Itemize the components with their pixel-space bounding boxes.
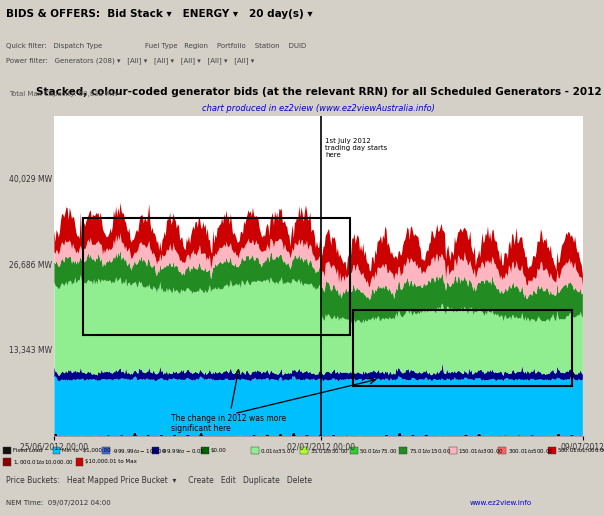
Text: $10,000.01 to Max: $10,000.01 to Max bbox=[85, 459, 137, 464]
Text: -$99.99 to -$0.01: -$99.99 to -$0.01 bbox=[161, 446, 205, 455]
Bar bbox=[350, 446, 358, 455]
Text: $75.01 to $150.00: $75.01 to $150.00 bbox=[409, 446, 451, 455]
Bar bbox=[399, 446, 407, 455]
Text: $50.01 to $75.00: $50.01 to $75.00 bbox=[359, 446, 398, 455]
Text: $500.01 to $1,000.00: $500.01 to $1,000.00 bbox=[557, 447, 604, 454]
Text: 40,029 MW: 40,029 MW bbox=[8, 175, 52, 184]
Bar bbox=[449, 446, 457, 455]
Text: $300.01 to $500.00: $300.01 to $500.00 bbox=[508, 446, 554, 455]
Text: Stacked, colour-coded generator bids (at the relevant RRN) for all Scheduled Gen: Stacked, colour-coded generator bids (at… bbox=[36, 87, 602, 97]
Bar bbox=[102, 446, 110, 455]
Text: BIDS & OFFERS:  Bid Stack ▾   ENERGY ▾   20 day(s) ▾: BIDS & OFFERS: Bid Stack ▾ ENERGY ▾ 20 d… bbox=[6, 9, 313, 19]
Bar bbox=[83, 218, 350, 335]
Text: chart produced in ez2view (www.ez2viewAustralia.info): chart produced in ez2view (www.ez2viewAu… bbox=[202, 104, 435, 113]
Bar bbox=[548, 446, 556, 455]
Bar bbox=[152, 446, 159, 455]
Text: Total Max Capacity: 50,832 MW: Total Max Capacity: 50,832 MW bbox=[10, 91, 119, 97]
Text: $0.01 to $35.00: $0.01 to $35.00 bbox=[260, 446, 295, 455]
Bar bbox=[251, 446, 259, 455]
Text: Quick filter:   Dispatch Type                   Fuel Type   Region    Portfolio : Quick filter: Dispatch Type Fuel Type Re… bbox=[6, 43, 306, 49]
Text: -$999.99 to -$100.00: -$999.99 to -$100.00 bbox=[112, 446, 166, 455]
Text: 13,343 MW: 13,343 MW bbox=[8, 346, 52, 355]
Text: Power filter:   Generators (208) ▾   [All] ▾   [All] ▾   [All] ▾   [All] ▾   [Al: Power filter: Generators (208) ▾ [All] ▾… bbox=[6, 57, 254, 64]
Text: $35.01 to $50.00: $35.01 to $50.00 bbox=[310, 446, 349, 455]
Bar bbox=[201, 446, 209, 455]
Bar bbox=[353, 310, 572, 386]
Bar bbox=[76, 458, 83, 466]
Text: Fixed Load: Fixed Load bbox=[13, 448, 42, 453]
Text: The change in 2012 was more
significant here: The change in 2012 was more significant … bbox=[170, 370, 286, 433]
Text: $1,000.01 to $10,000.00: $1,000.01 to $10,000.00 bbox=[13, 458, 74, 465]
Text: www.ez2view.info: www.ez2view.info bbox=[469, 500, 532, 506]
Bar bbox=[3, 446, 11, 455]
Text: 1st July 2012
trading day starts
here: 1st July 2012 trading day starts here bbox=[326, 138, 388, 158]
Text: Price Buckets:   Heat Mapped Price Bucket  ▾     Create   Edit   Duplicate   Del: Price Buckets: Heat Mapped Price Bucket … bbox=[6, 476, 312, 485]
Text: 26,686 MW: 26,686 MW bbox=[8, 261, 52, 270]
Bar bbox=[53, 446, 60, 455]
Text: NEM Time:  09/07/2012 04:00: NEM Time: 09/07/2012 04:00 bbox=[6, 500, 111, 506]
Text: Min to -$1,000.00: Min to -$1,000.00 bbox=[62, 448, 111, 453]
Text: $150.01 to $300.00: $150.01 to $300.00 bbox=[458, 446, 504, 455]
Text: $0.00: $0.00 bbox=[211, 448, 226, 453]
Bar bbox=[300, 446, 308, 455]
Bar bbox=[3, 458, 11, 466]
Bar bbox=[498, 446, 506, 455]
